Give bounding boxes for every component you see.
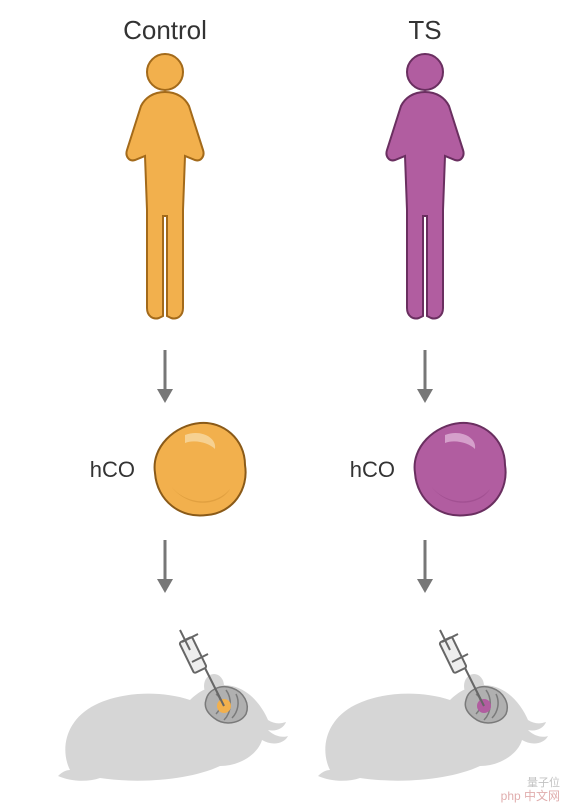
arrow-down-icon [410,535,440,595]
rat-icon [300,620,550,800]
title-ts: TS [300,10,550,50]
arrow1-ts [300,340,550,410]
human-icon [105,50,225,330]
diagram-root: Control hCO [0,0,570,810]
rat-ts [300,600,550,800]
organoid-icon [145,415,255,525]
arrow2-ts [300,530,550,600]
human-icon [365,50,485,330]
column-control: Control hCO [40,10,290,790]
hco-label-control: hCO [75,457,135,483]
rat-control [40,600,290,800]
arrow-down-icon [150,535,180,595]
arrow2-control [40,530,290,600]
column-ts: TS hCO [300,10,550,790]
hco-row-ts: hCO [300,410,550,530]
watermark-line1: php 中文网 [501,787,560,804]
title-control: Control [40,10,290,50]
hco-row-control: hCO [40,410,290,530]
arrow1-control [40,340,290,410]
hco-label-ts: hCO [335,457,395,483]
rat-icon [40,620,290,800]
arrow-down-icon [150,345,180,405]
human-control [40,50,290,340]
human-ts [300,50,550,340]
organoid-icon [405,415,515,525]
arrow-down-icon [410,345,440,405]
